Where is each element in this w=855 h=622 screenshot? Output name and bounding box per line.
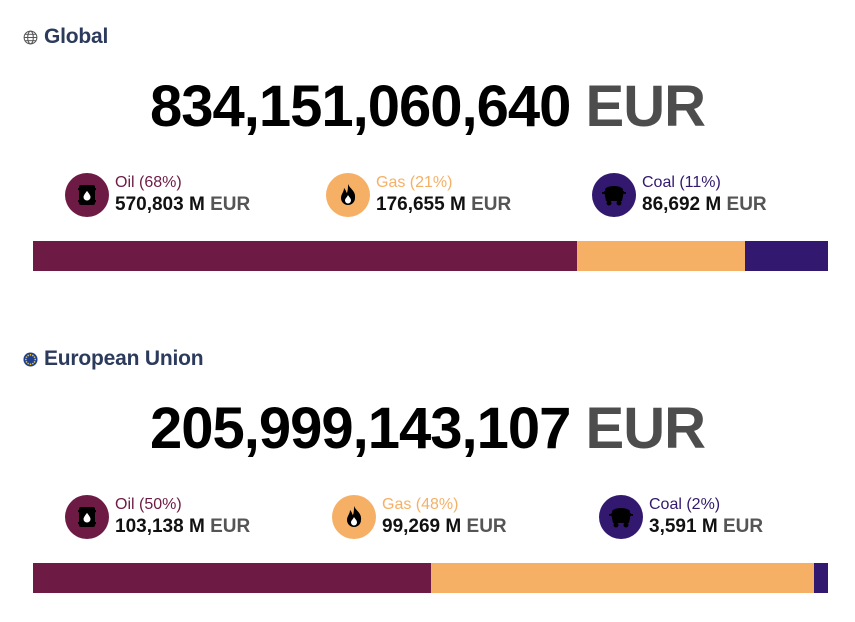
total-value: 834,151,060,640	[149, 74, 571, 139]
fuel-unit: EUR	[466, 516, 507, 538]
coal-cart-icon	[599, 495, 643, 539]
section-title: European Union	[44, 347, 204, 370]
globe-icon	[23, 30, 38, 45]
fuel-label: Oil (68%)	[115, 174, 182, 192]
share-bar-coal	[745, 241, 828, 271]
fuel-oil: Oil (50%) 103,138 M EUR	[65, 495, 250, 539]
fuel-label: Coal (2%)	[649, 496, 721, 514]
fuel-value: 103,138 M	[115, 516, 205, 538]
coal-cart-icon	[592, 173, 636, 217]
share-bar-gas	[431, 563, 815, 593]
fuel-oil: Oil (68%) 570,803 M EUR	[65, 173, 250, 217]
fuel-value: 3,591 M	[649, 516, 718, 538]
fuel-gas: Gas (21%) 176,655 M EUR	[326, 173, 511, 217]
share-bar-coal	[814, 563, 828, 593]
gas-flame-icon	[326, 173, 370, 217]
fuel-unit: EUR	[471, 194, 512, 216]
fuel-label: Gas (48%)	[382, 496, 459, 514]
share-bar-oil	[33, 563, 432, 593]
eu-flag-icon	[23, 351, 38, 367]
section-header: Global	[23, 25, 108, 49]
total-currency: EUR	[585, 396, 706, 461]
total-amount: 834,151,060,640 EUR	[0, 78, 855, 136]
fuel-label: Gas (21%)	[376, 174, 453, 192]
global-section: Global 834,151,060,640 EUR Oil (68%) 570…	[0, 0, 855, 300]
share-bar-oil	[33, 241, 578, 271]
fuel-unit: EUR	[210, 194, 251, 216]
fuel-label: Coal (11%)	[642, 174, 721, 192]
fuel-label: Oil (50%)	[115, 496, 182, 514]
oil-barrel-icon	[65, 495, 109, 539]
fuel-gas: Gas (48%) 99,269 M EUR	[332, 495, 507, 539]
eu-section: European Union 205,999,143,107 EUR Oil (…	[0, 322, 855, 622]
fuel-value: 176,655 M	[376, 194, 466, 216]
share-bar	[33, 241, 828, 271]
fuel-coal: Coal (11%) 86,692 M EUR	[592, 173, 767, 217]
total-amount: 205,999,143,107 EUR	[0, 400, 855, 458]
fuel-unit: EUR	[210, 516, 251, 538]
total-currency: EUR	[585, 74, 706, 139]
fuel-value: 86,692 M	[642, 194, 722, 216]
fuel-value: 570,803 M	[115, 194, 205, 216]
gas-flame-icon	[332, 495, 376, 539]
section-header: European Union	[23, 347, 204, 371]
share-bar	[33, 563, 828, 593]
fuel-coal: Coal (2%) 3,591 M EUR	[599, 495, 763, 539]
fuel-unit: EUR	[722, 516, 764, 538]
share-bar-gas	[577, 241, 746, 271]
total-value: 205,999,143,107	[149, 396, 571, 461]
fuel-value: 99,269 M	[382, 516, 462, 538]
oil-barrel-icon	[65, 173, 109, 217]
section-title: Global	[44, 25, 109, 48]
fuel-unit: EUR	[726, 194, 767, 216]
